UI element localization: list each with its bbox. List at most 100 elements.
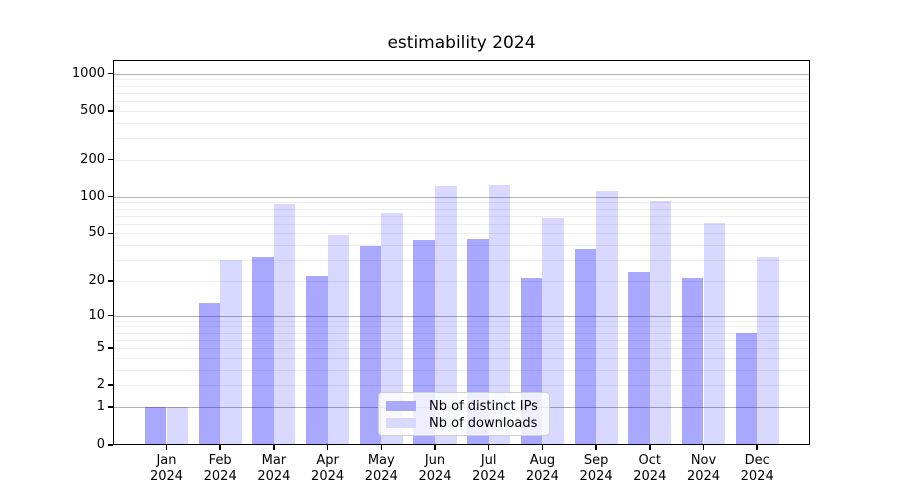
chart-title: estimability 2024 bbox=[387, 33, 536, 53]
bar-downloads-dec bbox=[757, 256, 779, 445]
bar-downloads-apr bbox=[327, 235, 350, 445]
y-tick-label: 1 bbox=[96, 398, 105, 414]
bar-distinct-ips-apr bbox=[306, 275, 328, 445]
minor-gridline bbox=[114, 122, 809, 124]
x-tick-mark bbox=[326, 445, 329, 450]
bar-downloads-feb bbox=[220, 259, 242, 445]
month-year: 2024 bbox=[472, 469, 506, 484]
month-name: Apr bbox=[316, 453, 339, 468]
x-tick-mark bbox=[595, 445, 597, 450]
legend-swatch-distinct-ips bbox=[386, 401, 416, 411]
month-name: Oct bbox=[638, 453, 662, 468]
x-tick-mark bbox=[165, 445, 168, 450]
legend-row-downloads: Nb of downloads bbox=[386, 415, 541, 431]
x-tick-label-dec: Dec 2024 bbox=[727, 453, 787, 485]
minor-gridline bbox=[114, 92, 809, 94]
x-tick-label-jan: Jan 2024 bbox=[137, 453, 197, 485]
y-tick-label: 50 bbox=[88, 225, 105, 241]
minor-gridline bbox=[114, 339, 809, 341]
minor-gridline bbox=[114, 110, 809, 112]
y-tick-label: 20 bbox=[88, 272, 105, 288]
legend-label-distinct-ips: Nb of distinct IPs bbox=[429, 398, 538, 414]
plot-area bbox=[113, 60, 810, 445]
x-tick-mark bbox=[487, 445, 490, 450]
month-year: 2024 bbox=[418, 469, 452, 484]
month-name: Nov bbox=[690, 453, 717, 468]
major-gridline bbox=[114, 73, 809, 75]
minor-gridline bbox=[114, 159, 809, 161]
minor-gridline bbox=[114, 369, 809, 371]
major-gridline bbox=[114, 315, 809, 317]
x-tick-label-apr: Apr 2024 bbox=[298, 453, 358, 485]
x-tick-label-may: May 2024 bbox=[351, 453, 411, 485]
bar-downloads-mar bbox=[273, 204, 296, 445]
y-tick-label: 200 bbox=[80, 151, 105, 167]
legend-row-distinct-ips: Nb of distinct IPs bbox=[386, 398, 541, 414]
y-tick-mark bbox=[108, 280, 113, 282]
minor-gridline bbox=[114, 79, 809, 81]
y-tick-label: 2 bbox=[96, 377, 105, 393]
month-year: 2024 bbox=[525, 469, 559, 484]
y-tick-mark bbox=[108, 314, 113, 317]
y-tick-label: 500 bbox=[80, 102, 105, 118]
y-tick-label: 10 bbox=[88, 307, 105, 323]
y-tick-label: 1000 bbox=[71, 65, 105, 81]
y-tick-mark bbox=[108, 444, 113, 446]
minor-gridline bbox=[114, 280, 809, 282]
minor-gridline bbox=[114, 208, 809, 210]
minor-gridline bbox=[114, 385, 809, 387]
x-tick-mark bbox=[434, 445, 436, 450]
bar-downloads-sep bbox=[596, 191, 618, 445]
minor-gridline bbox=[114, 233, 809, 235]
x-tick-mark bbox=[649, 445, 651, 450]
month-year: 2024 bbox=[740, 469, 774, 484]
month-year: 2024 bbox=[686, 469, 721, 484]
bar-distinct-ips-mar bbox=[252, 256, 274, 445]
minor-gridline bbox=[114, 202, 809, 204]
minor-gridline bbox=[114, 245, 809, 246]
bar-distinct-ips-sep bbox=[574, 249, 597, 445]
minor-gridline bbox=[114, 348, 809, 349]
minor-gridline bbox=[114, 215, 809, 217]
month-year: 2024 bbox=[203, 469, 237, 484]
minor-gridline bbox=[114, 223, 809, 225]
y-tick-mark bbox=[108, 232, 113, 235]
y-tick-label: 100 bbox=[80, 188, 105, 204]
bar-distinct-ips-feb bbox=[198, 302, 221, 445]
x-tick-label-aug: Aug 2024 bbox=[512, 453, 572, 485]
y-tick-mark bbox=[108, 158, 113, 161]
x-tick-label-oct: Oct 2024 bbox=[620, 453, 680, 485]
bar-downloads-nov bbox=[703, 222, 726, 445]
major-gridline bbox=[114, 196, 809, 198]
month-name: Jul bbox=[480, 453, 497, 468]
x-tick-label-jun: Jun 2024 bbox=[405, 453, 465, 485]
bar-distinct-ips-jan bbox=[144, 406, 167, 445]
x-tick-mark bbox=[756, 445, 758, 450]
x-tick-mark bbox=[219, 445, 221, 450]
x-tick-label-sep: Sep 2024 bbox=[566, 453, 626, 485]
bar-distinct-ips-may bbox=[359, 246, 382, 445]
x-tick-mark bbox=[541, 445, 544, 450]
x-tick-mark bbox=[380, 445, 383, 450]
bar-distinct-ips-dec bbox=[735, 332, 758, 445]
y-tick-mark bbox=[108, 406, 113, 408]
bar-downloads-jun bbox=[435, 186, 457, 445]
month-name: Dec bbox=[744, 453, 770, 468]
legend: Nb of distinct IPs Nb of downloads bbox=[378, 392, 550, 436]
month-name: Jan bbox=[156, 453, 177, 468]
x-tick-mark bbox=[702, 445, 705, 450]
month-year: 2024 bbox=[579, 469, 613, 484]
y-tick-label: 0 bbox=[96, 437, 105, 452]
y-tick-mark bbox=[108, 195, 113, 198]
month-year: 2024 bbox=[364, 469, 398, 484]
x-tick-mark bbox=[273, 445, 275, 450]
legend-swatch-downloads bbox=[386, 418, 416, 428]
minor-gridline bbox=[114, 332, 809, 334]
bar-downloads-jul bbox=[488, 184, 511, 445]
bar-downloads-oct bbox=[649, 201, 672, 445]
bar-downloads-aug bbox=[542, 217, 564, 445]
y-tick-mark bbox=[108, 110, 113, 112]
y-tick-mark bbox=[108, 384, 113, 386]
legend-label-downloads: Nb of downloads bbox=[429, 415, 538, 431]
